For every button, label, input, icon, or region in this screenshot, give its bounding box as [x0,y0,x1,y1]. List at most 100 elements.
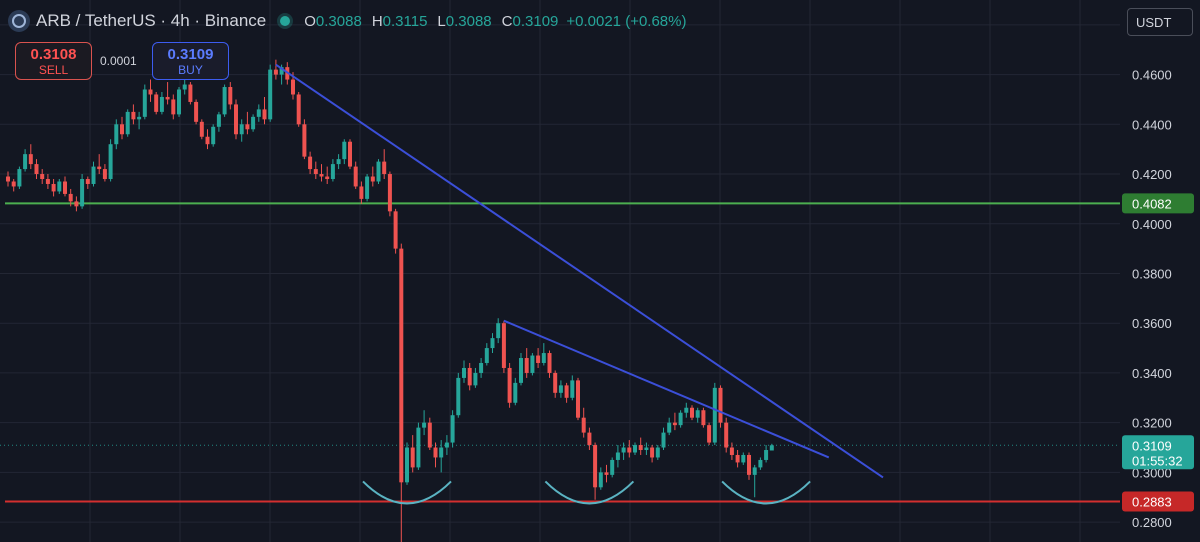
candle-body [587,432,592,446]
candle-body [319,174,324,177]
candle-body [57,181,62,192]
candle-body [114,124,119,145]
last-price-badge: 0.3109 [1132,438,1172,453]
candle-body [661,432,666,448]
candle-body [484,348,489,363]
candle-body [313,169,318,175]
candle-body [40,174,45,180]
ohlc-open-key: O [304,12,316,30]
y-tick-label: 0.3400 [1132,366,1172,381]
last-price-badge-countdown: 01:55:32 [1132,453,1183,468]
candle-body [199,121,204,137]
candle-body [501,323,506,368]
candle-body [348,141,352,167]
candle-body [496,323,501,339]
price-change: +0.0021 (+0.68%) [566,12,687,30]
last-price-badge-bg [1122,435,1194,470]
candle-body [701,410,706,426]
candle-body [74,201,79,207]
candle-body [644,447,649,451]
candle-body [610,459,615,475]
candle-body [102,169,107,180]
candle-body [63,181,67,194]
candle-body [752,467,757,475]
candle-body [376,161,381,182]
candle-body [627,447,632,453]
candle-body [28,154,33,165]
horizontal-levels [0,202,1120,503]
currency-selector[interactable]: USDT [1127,8,1193,36]
candle-body [615,452,620,460]
candle-body [433,447,438,458]
candle-body [393,211,398,249]
candle-body [729,447,734,455]
candle-body [399,248,404,483]
grid-lines [0,0,1120,542]
sell-button[interactable]: 0.3108 SELL [15,42,92,80]
candle-body [513,382,518,403]
candle-body [23,154,28,170]
candle-body [336,159,341,165]
candle-body [707,425,712,443]
y-tick-label: 0.4000 [1132,217,1172,232]
candle-body [216,114,221,127]
candle-body [80,179,85,207]
candle-body [490,338,495,349]
candle-body [735,454,740,463]
buy-button[interactable]: 0.3109 BUY [152,42,229,80]
candle-body [450,415,455,443]
candle-body [211,126,216,145]
candle-body [296,94,301,125]
candle-body [262,109,267,120]
candle-body [239,124,244,135]
candle-body [444,442,449,448]
candle-body [519,358,523,383]
candle-body [570,380,575,398]
candle-body [672,422,677,426]
candle-body [68,193,73,202]
candle-body [536,355,541,363]
candle-body [125,111,130,135]
candle-body [690,407,694,418]
candle-body [256,109,261,117]
candle-body [718,387,723,423]
candle-body [655,447,660,458]
candle-body [524,358,529,373]
candle-body [11,181,16,187]
candles [6,59,774,542]
candle-body [462,367,466,378]
market-open-icon [280,16,291,26]
level-badge-green: 0.4082 [1132,196,1172,211]
candle-body [165,96,170,100]
candle-body [439,447,444,458]
candle-body [547,353,552,373]
symbol-header: ARB / TetherUS · 4h · Binance O0.3088 H0… [8,10,686,32]
bottom-arc [544,480,635,505]
candle-body [171,99,176,115]
candle-body [148,89,153,95]
candle-body [51,183,56,192]
candle-body [598,472,603,488]
candle-body [342,141,347,160]
candle-body [650,447,655,458]
candle-body [604,472,609,475]
candle-body [741,454,746,463]
arb-logo-icon [8,10,30,32]
y-tick-label: 0.3800 [1132,266,1172,281]
trendline [503,319,830,459]
candle-body [541,353,546,363]
candle-body [479,362,484,373]
ohlc-close-key: C [501,12,513,30]
candle-body [353,166,358,187]
candle-body [769,445,774,451]
candle-body [387,174,392,212]
candle-body [188,84,193,102]
symbol-title[interactable]: ARB / TetherUS · 4h · Binance [36,11,267,30]
y-tick-label: 0.2800 [1132,515,1172,530]
candle-body [291,79,295,95]
candle-body [684,407,689,413]
candle-body [564,385,569,398]
y-tick-label: 0.4200 [1132,167,1172,182]
